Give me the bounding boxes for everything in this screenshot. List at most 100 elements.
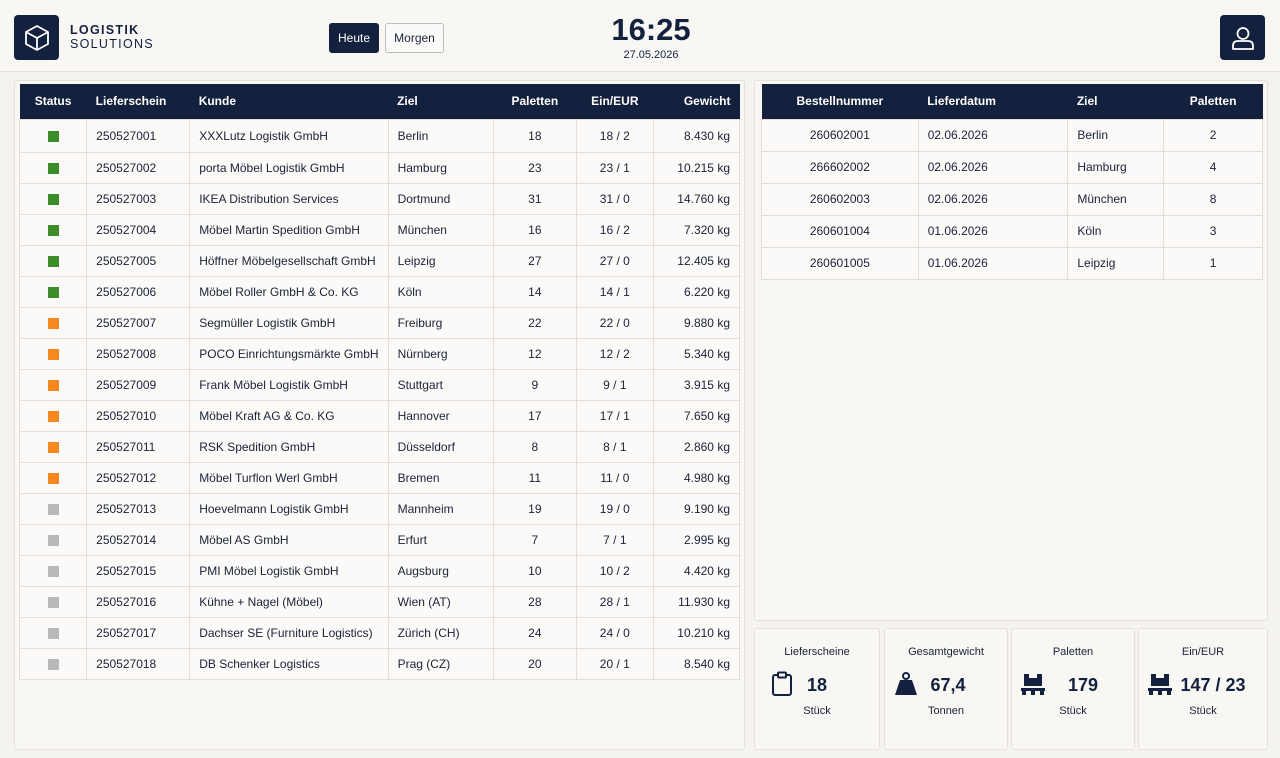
- col-order-paletten[interactable]: Paletten: [1163, 84, 1263, 119]
- clipboard-icon: [769, 670, 795, 698]
- table-row[interactable]: 250527013 Hoevelmann Logistik GmbH Mannhei…: [18, 492, 741, 525]
- status-cell: [18, 151, 88, 184]
- lieferschein-cell: 250527004: [86, 213, 191, 246]
- lieferschein-cell: 250527015: [86, 554, 191, 587]
- pallet-icon: [1020, 670, 1046, 698]
- col-ziel[interactable]: Ziel: [388, 84, 494, 119]
- summary-card-ein-eur: Ein/EUR 147 / 23 Stück: [1138, 628, 1268, 750]
- table-row[interactable]: 250527018 DB Schenker Logistics Prag (CZ) 2…: [18, 647, 741, 680]
- ein-eur-cell: 23 / 1: [575, 151, 654, 184]
- status-indicator-pending: [47, 658, 59, 670]
- table-row[interactable]: 250527008 POCO Einrichtungsmärkte GmbH Nür…: [18, 337, 741, 370]
- ziel-cell: Leipzig: [387, 244, 494, 277]
- ziel-cell: Berlin: [1067, 118, 1165, 152]
- box-icon: [24, 24, 49, 51]
- table-row[interactable]: 260601004 01.06.2026 Köln 3: [761, 214, 1263, 248]
- weight-icon: [893, 670, 919, 698]
- paletten-cell: 12: [492, 337, 577, 370]
- table-row[interactable]: 250527012 Möbel Turflon Werl GmbH Bremen 11…: [18, 461, 741, 494]
- kunde-cell: IKEA Distribution Services: [189, 182, 389, 215]
- ein-eur-cell: 11 / 0: [575, 461, 654, 494]
- table-row[interactable]: 250527011 RSK Spedition GmbH Düsseldorf 8 8 …: [18, 430, 741, 463]
- ziel-cell: Dortmund: [387, 182, 494, 215]
- table-row[interactable]: 250527017 Dachser SE (Furniture Logistics…: [18, 616, 741, 649]
- status-cell: [18, 368, 88, 401]
- table-row[interactable]: 250527007 Segmüller Logistik GmbH Freiburg…: [18, 306, 741, 339]
- table-row[interactable]: 250527016 Kühne + Nagel (Möbel) Wien (AT) 2…: [18, 585, 741, 618]
- table-row[interactable]: 250527002 porta Möbel Logistik GmbH Hambur…: [18, 151, 741, 184]
- tomorrow-button[interactable]: Morgen: [385, 23, 444, 53]
- lieferschein-cell: 250527006: [86, 275, 191, 308]
- table-row[interactable]: 266602002 02.06.2026 Hamburg 4: [761, 150, 1263, 184]
- status-indicator-done: [47, 286, 59, 298]
- ziel-cell: München: [1067, 182, 1165, 216]
- ziel-cell: Hamburg: [387, 151, 494, 184]
- table-row[interactable]: 250527009 Frank Möbel Logistik GmbH Stuttg…: [18, 368, 741, 401]
- ziel-cell: Zürich (CH): [387, 616, 494, 649]
- summary-value: 18: [806, 675, 828, 695]
- paletten-cell: 14: [492, 275, 577, 308]
- summary-title: Lieferscheine: [784, 646, 850, 658]
- paletten-cell: 1: [1163, 246, 1263, 280]
- clock-time: 16:25: [611, 12, 691, 47]
- table-row[interactable]: 250527005 Höffner Möbelgesellschaft GmbH L…: [18, 244, 741, 277]
- table-row[interactable]: 250527015 PMI Möbel Logistik GmbH Augsburg…: [18, 554, 741, 587]
- status-indicator-done: [47, 162, 59, 174]
- lieferschein-cell: 250527005: [86, 244, 191, 277]
- table-row[interactable]: 250527003 IKEA Distribution Services Dortm…: [18, 182, 741, 215]
- col-kunde[interactable]: Kunde: [189, 84, 389, 119]
- table-row[interactable]: 260601005 01.06.2026 Leipzig 1: [761, 246, 1263, 280]
- kunde-cell: Hoevelmann Logistik GmbH: [189, 492, 389, 525]
- col-lieferschein[interactable]: Lieferschein: [86, 84, 190, 119]
- table-row[interactable]: 250527001 XXXLutz Logistik GmbH Berlin 18 18…: [18, 118, 741, 153]
- kunde-cell: Möbel Martin Spedition GmbH: [189, 213, 389, 246]
- col-ein-eur[interactable]: Ein/EUR: [576, 84, 654, 119]
- deliveries-table: Status Lieferschein Kunde Ziel Paletten …: [18, 84, 741, 680]
- col-gewicht[interactable]: Gewicht: [653, 84, 740, 119]
- gewicht-cell: 9.190 kg: [652, 492, 741, 525]
- col-status[interactable]: Status: [19, 84, 87, 119]
- deliveries-header-row: Status Lieferschein Kunde Ziel Paletten …: [19, 84, 740, 119]
- table-row[interactable]: 250527006 Möbel Roller GmbH & Co. KG Köln 1…: [18, 275, 741, 308]
- today-button[interactable]: Heute: [329, 23, 379, 53]
- ziel-cell: Stuttgart: [387, 368, 494, 401]
- ziel-cell: Mannheim: [387, 492, 494, 525]
- col-bestellnummer[interactable]: Bestellnummer: [761, 84, 919, 119]
- status-indicator-active: [47, 317, 59, 329]
- status-indicator-pending: [47, 503, 59, 515]
- kunde-cell: Möbel AS GmbH: [189, 523, 389, 556]
- ziel-cell: Freiburg: [387, 306, 494, 339]
- kunde-cell: Kühne + Nagel (Möbel): [189, 585, 389, 618]
- gewicht-cell: 10.210 kg: [652, 616, 741, 649]
- gewicht-cell: 8.540 kg: [652, 647, 741, 680]
- user-button[interactable]: [1220, 15, 1265, 60]
- table-row[interactable]: 250527014 Möbel AS GmbH Erfurt 7 7 / 1 2.995 …: [18, 523, 741, 556]
- paletten-cell: 16: [492, 213, 577, 246]
- status-cell: [18, 244, 88, 277]
- table-row[interactable]: 250527010 Möbel Kraft AG & Co. KG Hannover…: [18, 399, 741, 432]
- gewicht-cell: 2.995 kg: [652, 523, 741, 556]
- col-lieferdatum[interactable]: Lieferdatum: [918, 84, 1068, 119]
- orders-header-row: Bestellnummer Lieferdatum Ziel Paletten: [761, 84, 1263, 119]
- status-indicator-active: [47, 410, 59, 422]
- paletten-cell: 10: [492, 554, 577, 587]
- brand-line-2: SOLUTIONS: [70, 37, 154, 51]
- paletten-cell: 11: [492, 461, 577, 494]
- ziel-cell: Leipzig: [1067, 246, 1165, 280]
- col-order-ziel[interactable]: Ziel: [1067, 84, 1164, 119]
- status-cell: [18, 430, 88, 463]
- lieferschein-cell: 250527014: [86, 523, 191, 556]
- kunde-cell: Segmüller Logistik GmbH: [189, 306, 389, 339]
- paletten-cell: 3: [1163, 214, 1263, 248]
- status-cell: [18, 306, 88, 339]
- kunde-cell: XXXLutz Logistik GmbH: [189, 118, 389, 153]
- table-row[interactable]: 250527004 Möbel Martin Spedition GmbH Münc…: [18, 213, 741, 246]
- table-row[interactable]: 260602001 02.06.2026 Berlin 2: [761, 118, 1263, 152]
- summary-unit: Stück: [803, 705, 831, 717]
- lieferschein-cell: 250527003: [86, 182, 191, 215]
- status-indicator-pending: [47, 565, 59, 577]
- summary-value: 67,4: [930, 675, 966, 695]
- table-row[interactable]: 260602003 02.06.2026 München 8: [761, 182, 1263, 216]
- col-paletten[interactable]: Paletten: [493, 84, 577, 119]
- ziel-cell: Wien (AT): [387, 585, 494, 618]
